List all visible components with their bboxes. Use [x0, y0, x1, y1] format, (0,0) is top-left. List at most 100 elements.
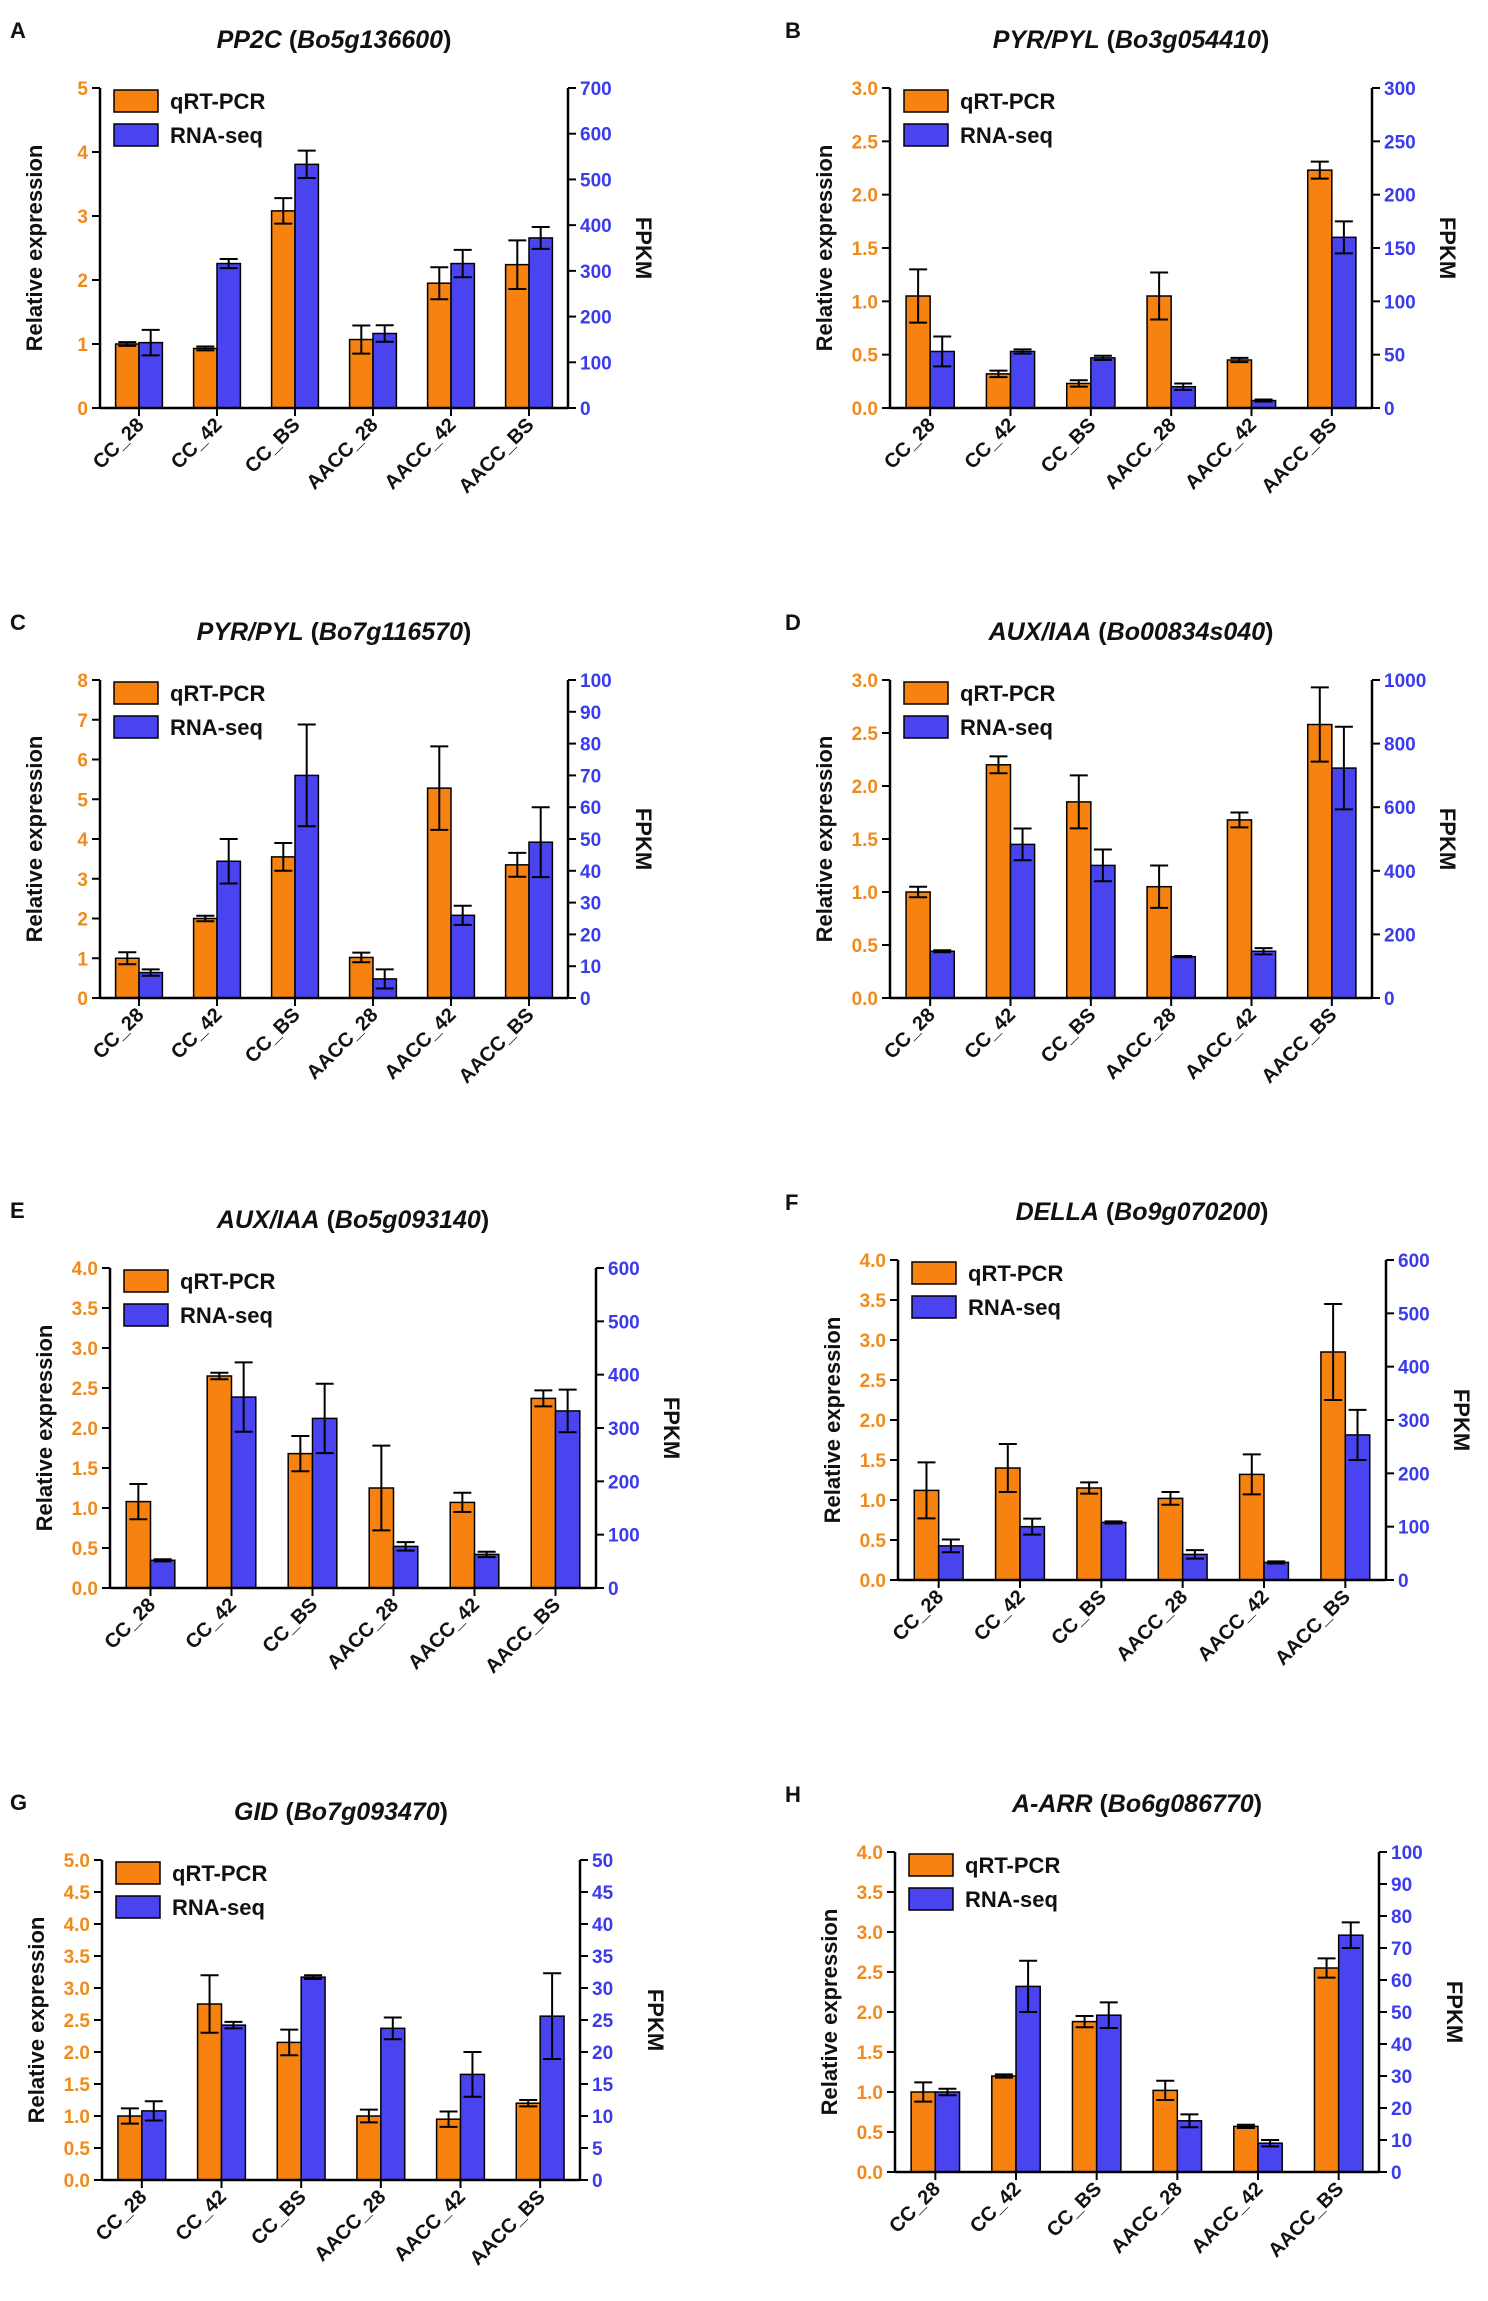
- error-bar: [1099, 2001, 1118, 2029]
- right-tick-label: 10: [592, 2107, 613, 2128]
- right-tick-label: 400: [1384, 862, 1416, 883]
- x-tick-label: AACC_42: [404, 1594, 484, 1674]
- left-tick-label: 3.5: [72, 1299, 99, 1320]
- left-tick-label: 6: [77, 751, 88, 772]
- y2-axis-title: FPKM: [1449, 1389, 1474, 1451]
- error-bar: [508, 239, 527, 290]
- bar-rnaseq: [1090, 864, 1116, 999]
- right-tick-label: 20: [592, 2043, 613, 2064]
- left-tick-label: 0: [77, 989, 88, 1010]
- legend-swatch-qrtpcr: [903, 681, 949, 705]
- bar-rnaseq: [1176, 2120, 1203, 2173]
- left-tick-label: 3.0: [860, 1331, 886, 1352]
- right-tick-label: 40: [580, 862, 601, 883]
- x-tick-label: AACC_BS: [1264, 2178, 1348, 2262]
- x-tick-label: AACC_BS: [1271, 1586, 1355, 1670]
- right-tick-label: 0: [1384, 399, 1395, 420]
- y-axis-title: Relative expression: [22, 145, 47, 352]
- x-tick-label: AACC_42: [390, 2186, 470, 2266]
- error-bar: [1254, 398, 1273, 403]
- right-tick-label: 1000: [1384, 671, 1426, 692]
- x-tick-label: CC_28: [100, 1594, 160, 1654]
- chart-title: PYR/PYL (Bo3g054410): [993, 26, 1270, 54]
- error-bar: [280, 2028, 299, 2057]
- x-tick-label: CC_28: [885, 2178, 945, 2238]
- left-tick-label: 5.0: [64, 1851, 90, 1872]
- legend-label: qRT-PCR: [172, 1861, 267, 1886]
- chart-title: GID (Bo7g093470): [234, 1798, 448, 1826]
- error-bar: [274, 841, 293, 872]
- left-tick-label: 5: [77, 79, 88, 100]
- left-tick-label: 0.5: [72, 1539, 99, 1560]
- error-bar: [1161, 1491, 1180, 1506]
- error-bar: [1069, 379, 1088, 388]
- error-bar: [531, 806, 550, 879]
- error-bar: [1236, 2123, 1255, 2129]
- y-axis-title: Relative expression: [24, 1917, 49, 2124]
- bar-rnaseq: [450, 914, 476, 999]
- legend-swatch-qrtpcr: [113, 681, 159, 705]
- panel-letter: D: [785, 610, 801, 635]
- right-tick-label: 100: [580, 353, 612, 374]
- bar-qrtpcr: [1065, 801, 1092, 999]
- error-bar: [1230, 811, 1249, 829]
- error-bar: [519, 2099, 538, 2108]
- panel-letter: F: [785, 1190, 798, 1215]
- left-tick-label: 1.5: [64, 2075, 91, 2096]
- left-tick-label: 2.5: [857, 1963, 884, 1984]
- x-tick-label: AACC_BS: [1257, 414, 1341, 498]
- error-bar: [914, 2081, 933, 2103]
- bar-rnaseq: [216, 262, 242, 409]
- right-tick-label: 600: [1384, 798, 1416, 819]
- legend-label: RNA-seq: [960, 123, 1053, 148]
- x-tick-label: CC_42: [960, 1004, 1020, 1064]
- right-tick-label: 600: [1398, 1251, 1430, 1272]
- legend-swatch-qrtpcr: [903, 89, 949, 113]
- error-bar: [352, 324, 371, 355]
- x-tick-label: CC_BS: [1043, 2178, 1106, 2241]
- x-tick-label: CC_42: [970, 1586, 1030, 1646]
- left-tick-label: 1.0: [72, 1499, 98, 1520]
- bar-qrtpcr: [117, 2115, 143, 2181]
- x-tick-label: AACC_28: [303, 414, 383, 494]
- error-bar: [315, 1382, 334, 1455]
- legend-swatch-rnaseq: [113, 715, 159, 739]
- error-bar: [989, 369, 1008, 379]
- x-tick-label: AACC_42: [1181, 414, 1261, 494]
- right-tick-label: 35: [592, 1947, 614, 1968]
- left-tick-label: 3: [77, 207, 88, 228]
- error-bar: [219, 257, 238, 270]
- right-tick-label: 40: [592, 1915, 613, 1936]
- bar-rnaseq: [1009, 843, 1036, 999]
- right-tick-label: 0: [608, 1579, 619, 1600]
- right-tick-label: 400: [608, 1366, 640, 1387]
- error-bar: [941, 1538, 960, 1554]
- bar-rnaseq: [1090, 357, 1116, 409]
- error-bar: [453, 904, 472, 926]
- error-bar: [129, 1483, 148, 1521]
- error-bar: [1242, 1453, 1261, 1496]
- error-bar: [430, 745, 449, 831]
- error-bar: [359, 2108, 378, 2124]
- bar-rnaseq: [450, 262, 476, 409]
- bar-rnaseq: [1257, 2142, 1283, 2173]
- panel-letter: A: [10, 18, 26, 43]
- right-tick-label: 250: [1384, 132, 1416, 153]
- x-tick-label: AACC_28: [303, 1004, 383, 1084]
- error-bar: [200, 1974, 219, 2034]
- bar-rnaseq: [1100, 1521, 1127, 1581]
- left-tick-label: 4: [77, 143, 88, 164]
- error-bar: [352, 951, 371, 964]
- left-tick-label: 0.0: [852, 989, 878, 1010]
- right-tick-label: 700: [580, 79, 612, 100]
- error-bar: [1317, 1957, 1336, 1979]
- bar-rnaseq: [1337, 1934, 1364, 2173]
- y2-axis-title: FPKM: [1442, 1981, 1467, 2043]
- error-bar: [938, 2087, 957, 2097]
- y-axis-title: Relative expression: [32, 1325, 57, 1532]
- bar-qrtpcr: [1226, 819, 1253, 999]
- error-bar: [297, 149, 316, 180]
- chart-title: AUX/IAA (Bo5g093140): [216, 1206, 489, 1234]
- error-bar: [118, 341, 137, 347]
- left-tick-label: 2.5: [852, 132, 879, 153]
